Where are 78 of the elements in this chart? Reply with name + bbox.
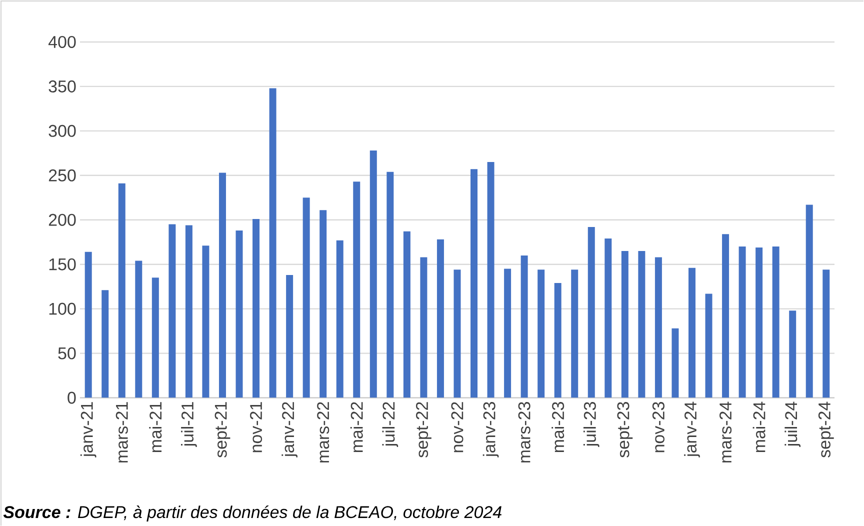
- bar: [588, 226, 595, 398]
- bar: [789, 310, 796, 398]
- x-tick-label: juil-21: [181, 402, 197, 447]
- x-tick-label: janv-22: [282, 402, 298, 458]
- y-tick-label: 50: [58, 347, 76, 360]
- bar: [135, 260, 142, 398]
- bar: [353, 182, 360, 398]
- bar: [487, 162, 494, 398]
- bar: [705, 294, 712, 398]
- x-tick-label: sept-22: [416, 402, 432, 458]
- x-tick-label: nov-23: [652, 402, 664, 452]
- bar: [386, 172, 394, 398]
- x-tick-label: sept-24: [818, 402, 834, 458]
- x-tick-label: mars-24: [720, 402, 732, 462]
- bar: [756, 247, 763, 398]
- bar: [621, 250, 628, 398]
- bar: [302, 198, 310, 398]
- bar: [420, 257, 428, 398]
- x-tick-label: mars-23: [518, 402, 530, 462]
- x-tick-label: juil-24: [784, 402, 801, 447]
- bar: [320, 210, 327, 398]
- bar: [370, 150, 377, 398]
- x-tick-label: mai-22: [350, 402, 363, 452]
- x-tick-label: nov-21: [250, 402, 262, 452]
- bar: [504, 268, 512, 398]
- x-tick-label: janv-23: [482, 402, 499, 458]
- bar: [638, 250, 646, 398]
- x-tick-label: juil-23: [583, 402, 600, 447]
- bar: [84, 252, 92, 398]
- bar: [538, 270, 545, 398]
- y-tick-label: 100: [49, 302, 76, 315]
- x-tick-label: janv-24: [684, 402, 700, 458]
- bar: [554, 282, 562, 398]
- y-tick-label: 350: [48, 80, 76, 92]
- y-tick-label: 300: [48, 124, 76, 137]
- bar: [185, 225, 192, 398]
- x-tick-label: nov-22: [451, 402, 464, 452]
- bar: [202, 246, 210, 398]
- bar: [822, 270, 830, 398]
- bar: [520, 255, 528, 398]
- x-tick-label: sept-21: [214, 402, 230, 458]
- y-tick-label: 250: [48, 169, 76, 182]
- text: Source : DGEP, à partir des données de la BCEAO, octobre 2024: [3, 505, 502, 522]
- bar: [454, 270, 461, 398]
- y-tick-label: 0: [68, 392, 76, 404]
- bar: [118, 183, 126, 398]
- x-tick-label: mars-21: [116, 402, 128, 462]
- bar: [152, 278, 159, 398]
- bar: [436, 239, 444, 398]
- bar: [738, 246, 746, 398]
- bar: [806, 204, 813, 398]
- x-tick-label: mars-22: [317, 402, 330, 462]
- y-tick-label: 150: [49, 258, 76, 270]
- y-tick-label: 200: [48, 214, 76, 226]
- bar: [336, 240, 344, 398]
- x-tick-label: juil-22: [382, 402, 398, 447]
- bar: [470, 169, 478, 398]
- x-tick-label: mai-23: [552, 402, 564, 452]
- bar: [604, 238, 612, 398]
- x-tick-label: mai-21: [149, 402, 162, 452]
- bar: [571, 270, 578, 398]
- x-tick-label: mai-24: [752, 402, 766, 452]
- bar: [252, 218, 260, 398]
- bar: [286, 274, 294, 398]
- bar: [218, 172, 226, 398]
- y-tick-label: 400: [48, 36, 76, 48]
- bar: [102, 290, 109, 398]
- bar: [403, 231, 410, 398]
- bar: [672, 328, 679, 398]
- bar: [168, 224, 176, 398]
- bar: [236, 230, 243, 398]
- x-tick-label: janv-21: [80, 402, 96, 458]
- bar: [722, 234, 730, 398]
- bar: [688, 268, 696, 398]
- x-tick-label: sept-23: [617, 402, 633, 458]
- bar: [654, 257, 662, 398]
- bar: [772, 246, 780, 398]
- bar: [269, 88, 276, 398]
